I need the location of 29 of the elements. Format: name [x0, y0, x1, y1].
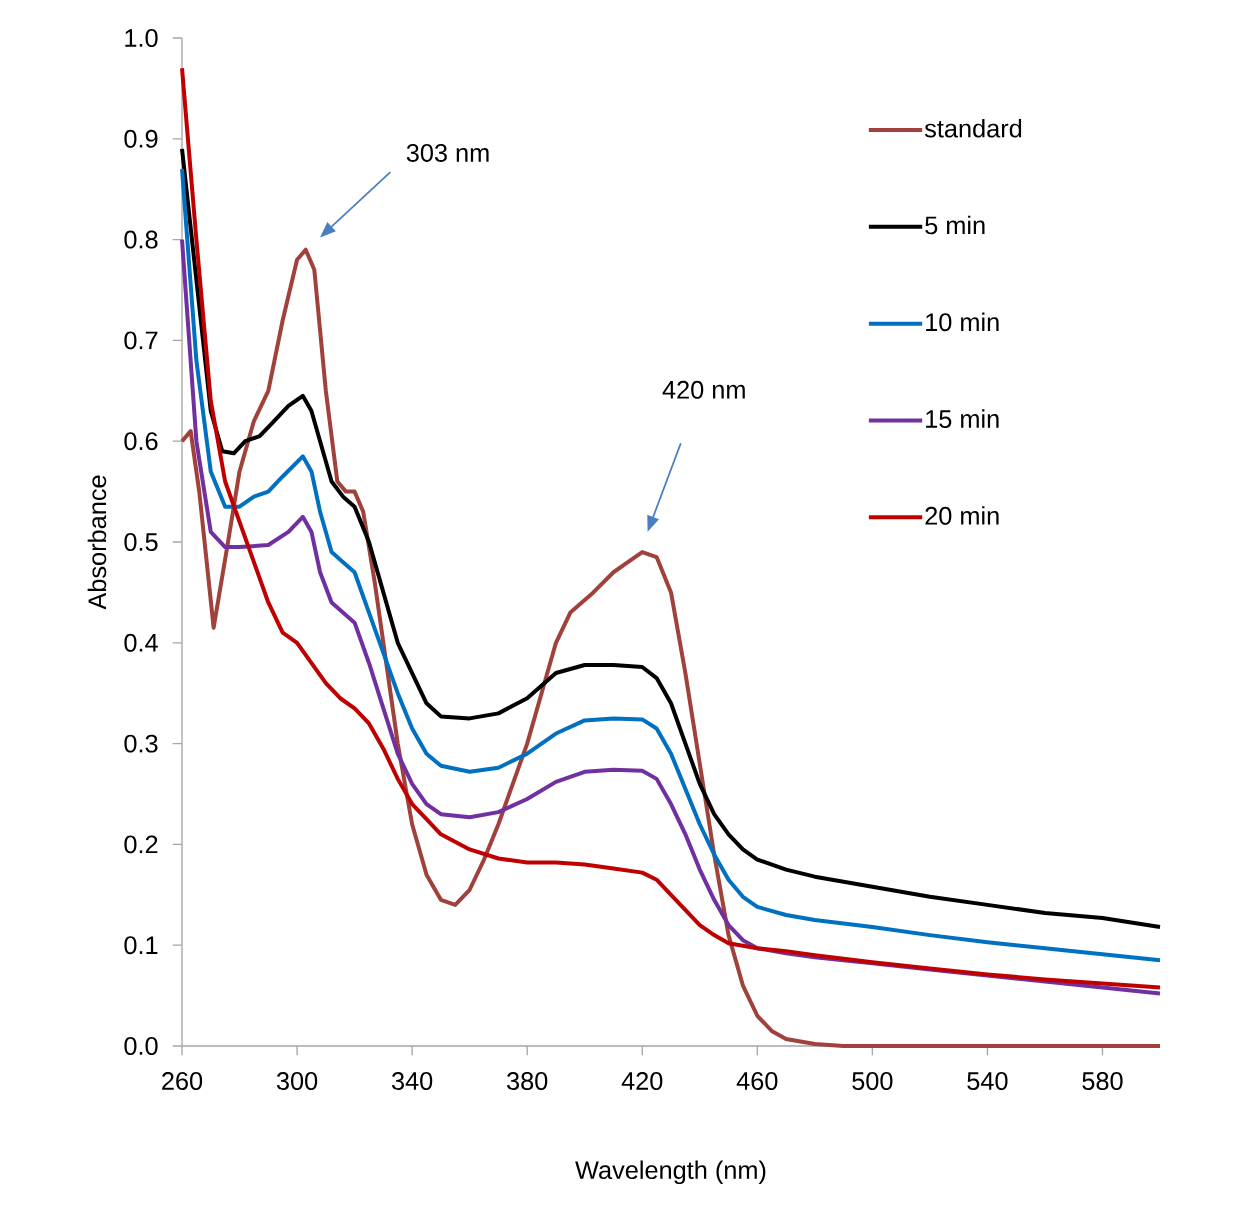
y-tick-label: 0.6: [124, 432, 158, 451]
x-axis-title: Wavelength (nm): [575, 1160, 766, 1185]
x-tick-label: 500: [852, 1072, 893, 1090]
y-tick-label: 0.2: [124, 835, 158, 854]
y-tick-label: 0.3: [124, 734, 158, 753]
y-tick-label: 0.7: [124, 331, 158, 350]
legend-label: standard: [924, 118, 1022, 138]
y-tick-label: 1.0: [125, 29, 158, 47]
x-tick-label: 300: [276, 1072, 318, 1090]
y-axis-title: Absorbance: [87, 475, 107, 610]
legend-label: 20 min: [925, 506, 999, 525]
x-tick-label: 380: [507, 1072, 548, 1090]
y-tick-label: 0.4: [124, 633, 158, 652]
x-tick-label: 460: [736, 1072, 778, 1090]
x-tick-label: 540: [967, 1072, 1008, 1090]
legend-label: 5 min: [925, 215, 985, 235]
x-tick-label: 420: [621, 1072, 663, 1090]
annotation: 420 nm: [662, 380, 745, 399]
y-tick-label: 0.8: [124, 230, 158, 249]
annotation: 303 nm: [406, 143, 489, 162]
y-tick-label: 0.0: [124, 1037, 158, 1055]
legend-label: 15 min: [926, 409, 999, 428]
y-tick-label: 0.5: [124, 533, 158, 551]
y-tick-label: 0.9: [124, 129, 158, 148]
x-tick-label: 260: [162, 1072, 203, 1090]
y-tick-label: 0.1: [124, 936, 158, 955]
legend-label: 10 min: [926, 312, 999, 332]
x-tick-label: 580: [1082, 1072, 1123, 1090]
x-tick-label: 340: [391, 1072, 433, 1090]
